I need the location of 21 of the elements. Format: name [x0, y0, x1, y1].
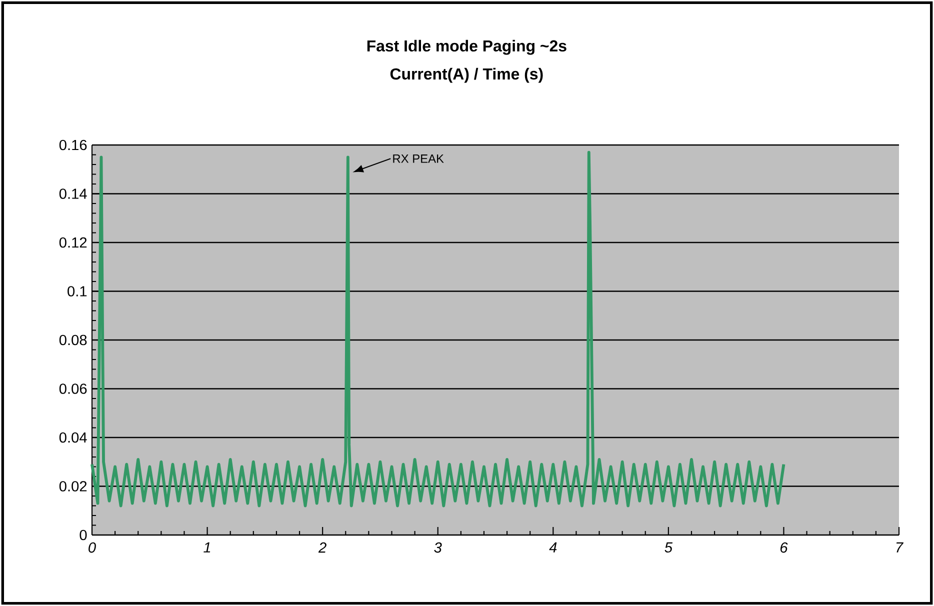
y-tick-label: 0.02 — [59, 481, 87, 492]
y-tick-label: 0.06 — [59, 384, 87, 394]
x-tick-label: 6 — [780, 542, 788, 553]
x-tick-label: 4 — [549, 542, 557, 552]
x-tick-label: 7 — [896, 542, 904, 552]
x-tick-label: 0 — [88, 542, 96, 553]
y-tick-label: 0.12 — [59, 237, 87, 248]
y-tick-label: 0 — [80, 530, 87, 540]
y-tick-label: 0.16 — [59, 140, 87, 150]
y-tick-label: 0.04 — [59, 432, 87, 443]
chart-subtitle: Current(A) / Time (s) — [390, 68, 543, 83]
line-series — [90, 150, 786, 508]
y-tick-label: 0.1 — [68, 286, 87, 296]
chart-title: Fast Idle mode Paging ~2s — [367, 40, 566, 55]
x-tick-label: 3 — [434, 542, 442, 553]
y-tick-label: 0.14 — [59, 188, 87, 199]
x-tick-label: 2 — [318, 542, 326, 553]
y-tick-label: 0.08 — [59, 334, 87, 346]
x-tick-label: 5 — [664, 542, 673, 553]
x-tick-label: 1 — [204, 542, 210, 552]
annotation: RX PEAK — [393, 154, 444, 163]
